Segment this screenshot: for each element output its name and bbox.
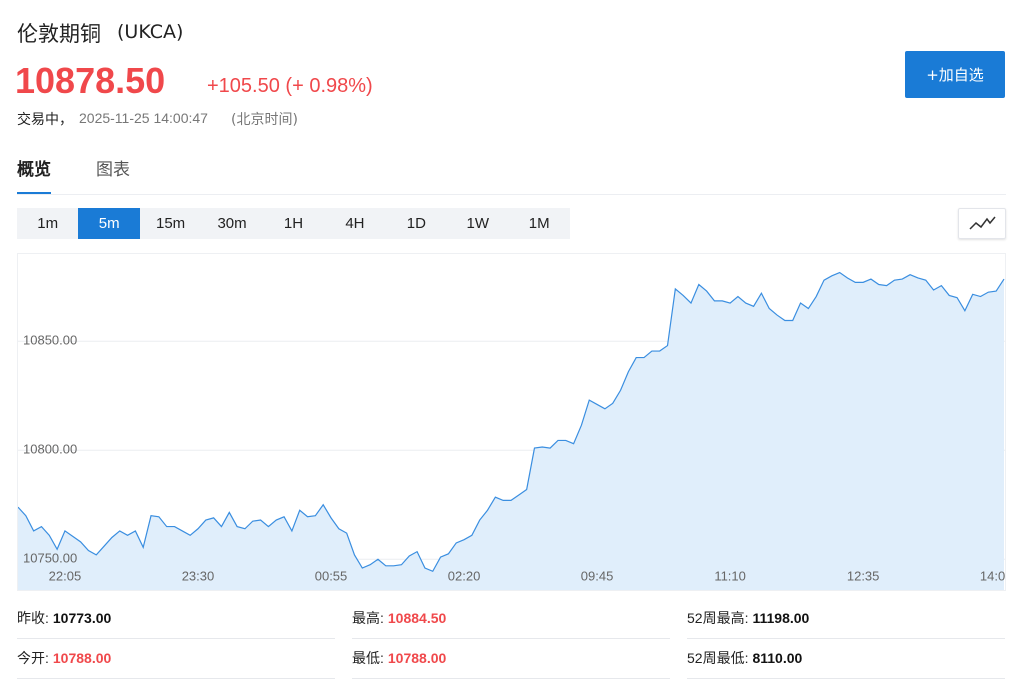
interval-button[interactable]: 1H (283, 215, 304, 232)
price: 10878.50 (15, 60, 166, 101)
line (18, 271, 1005, 573)
x-tick-label: 22:05 (49, 568, 82, 583)
chart-type-icon (969, 216, 996, 230)
stat-value: 11198.00 (752, 610, 810, 626)
tab[interactable]: 图表 (96, 160, 130, 180)
stat-cell: 最高: 10884.50 (352, 598, 670, 639)
change-percent: (+ 0.98%) (285, 75, 373, 97)
stat-label: 52周最高: (687, 610, 749, 626)
interval-bar: 1m 5m 15m 30m 1H 4H 1D 1W 1M (17, 208, 570, 239)
stat-value: 10788.00 (387, 650, 447, 666)
stat-value: 10773.00 (52, 610, 112, 626)
interval-button[interactable]: 1W (466, 215, 490, 232)
y-tick-label: 10800.00 (23, 442, 77, 457)
stat-value: 10788.00 (52, 650, 112, 666)
trading-status: 交易中， (17, 112, 73, 128)
divider (17, 194, 1006, 195)
stat-label: 最高: (352, 610, 384, 626)
x-tick-label: 14:00 (980, 568, 1006, 583)
change: +105.50 (207, 75, 280, 97)
stat-cell: 今开: 10788.00 (17, 638, 335, 679)
stat-label: 最低: (352, 650, 384, 666)
interval-button[interactable]: 1M (528, 215, 550, 232)
tab[interactable]: 概览 (17, 155, 51, 195)
add-watchlist-button[interactable]: +加自选 (905, 51, 1005, 98)
stat-label: 昨收: (17, 610, 49, 626)
stat-cell: 52周最低: 8110.00 (687, 638, 1005, 679)
tabs: 概览 图表 (17, 155, 130, 195)
interval-button[interactable]: 1D (406, 215, 426, 232)
stat-cell: 最低: 10788.00 (352, 638, 670, 679)
interval-button[interactable]: 4H (345, 215, 365, 232)
timezone: (北京时间) (231, 112, 298, 128)
x-tick-label: 12:35 (847, 568, 880, 583)
stat-label: 今开: (17, 650, 49, 666)
y-tick-label: 10750.00 (23, 551, 77, 566)
price-change: +105.50 (+ 0.98%) (207, 75, 373, 98)
instrument-name: 伦敦期铜 (17, 22, 101, 46)
x-tick-label: 00:55 (315, 568, 348, 583)
instrument-code: (UKCA) (117, 21, 184, 43)
chart: 10750.00 10800.00 10850.00 22:05 23:30 00:55 0… (17, 253, 1006, 591)
y-tick-label: 10850.00 (23, 333, 77, 348)
timestamp: 2025-11-25 14:00:47 (79, 110, 208, 126)
chart-type-button[interactable] (958, 208, 1006, 239)
stat-cell: 昨收: 10773.00 (17, 598, 335, 639)
stat-value: 8110.00 (752, 650, 803, 666)
interval-button[interactable]: 1m (37, 215, 59, 232)
area (18, 272, 1004, 590)
stat-label: 52周最低: (687, 650, 749, 666)
x-tick-label: 11:10 (714, 568, 746, 583)
interval-button[interactable]: 5m (78, 208, 140, 239)
x-tick-label: 23:30 (182, 568, 215, 583)
interval-button[interactable]: 15m (156, 215, 186, 232)
stat-cell: 52周最高: 11198.00 (687, 598, 1005, 639)
x-tick-label: 09:45 (581, 568, 614, 583)
x-tick-label: 02:20 (448, 568, 481, 583)
interval-button[interactable]: 30m (217, 215, 247, 232)
stat-value: 10884.50 (387, 610, 447, 626)
